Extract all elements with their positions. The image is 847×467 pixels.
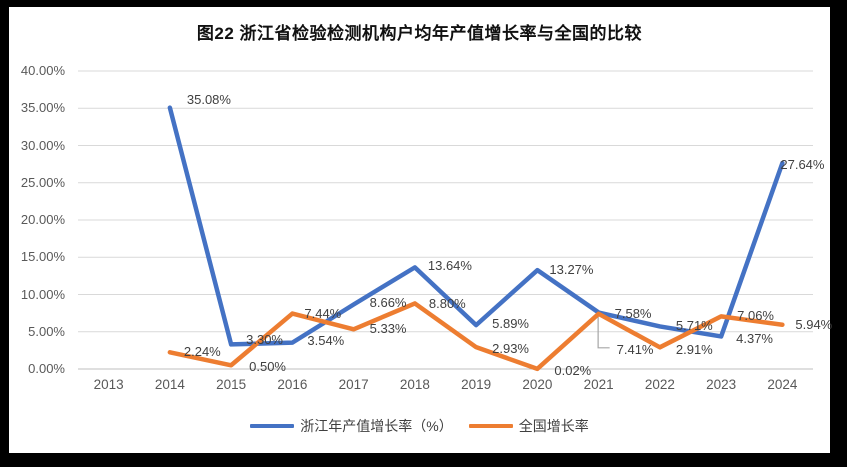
data-label: 5.71%	[675, 318, 713, 334]
x-axis-tick-label: 2021	[583, 377, 614, 392]
legend-label-national: 全国增长率	[518, 418, 589, 434]
y-axis-tick-label: 40.00%	[20, 63, 65, 78]
data-label: 5.89%	[492, 316, 529, 332]
data-label: 7.06%	[737, 308, 774, 324]
data-label: 2.93%	[492, 341, 529, 357]
data-label: 4.37%	[736, 331, 773, 347]
data-label: 2.24%	[183, 344, 221, 360]
data-label: 0.50%	[249, 359, 286, 375]
y-axis-tick-label: 0.00%	[28, 361, 65, 376]
y-axis-tick-label: 15.00%	[20, 249, 65, 265]
legend-line-swatch-orange	[468, 424, 513, 428]
series-line-0	[167, 105, 785, 347]
data-label: 7.44%	[304, 305, 342, 321]
data-label: 5.94%	[795, 316, 833, 332]
y-axis-tick-label: 20.00%	[20, 212, 65, 227]
x-axis-tick-label: 2017	[338, 377, 369, 392]
data-label: 8.66%	[369, 295, 407, 311]
x-axis-tick-label: 2022	[644, 377, 675, 392]
series-line-1	[167, 301, 785, 372]
data-label: 7.41%	[616, 341, 654, 357]
data-label: 2.91%	[675, 342, 713, 358]
data-label: 5.33%	[369, 321, 407, 337]
x-axis-tick-label: 2015	[216, 377, 247, 392]
x-axis-tick-label: 2014	[154, 377, 185, 392]
x-axis-tick-label: 2013	[93, 377, 124, 392]
data-label: 8.80%	[428, 296, 466, 312]
data-label: 0.02%	[554, 362, 592, 378]
chart-canvas: 图22 浙江省检验检测机构户均年产值增长率与全国的比较 0.00% 5.00% 10…	[9, 7, 833, 453]
x-axis-tick-label: 2023	[706, 377, 737, 392]
line-chart-plot	[78, 70, 813, 372]
y-axis-tick-label: 10.00%	[20, 286, 65, 302]
x-axis-tick-label: 2020	[522, 377, 553, 392]
legend-label-zhejiang: 浙江年产值增长率（%）	[300, 418, 453, 434]
y-axis-tick-label: 25.00%	[20, 174, 65, 190]
data-label: 27.64%	[780, 157, 825, 173]
chart-title: 图22 浙江省检验检测机构户均年产值增长率与全国的比较	[196, 24, 643, 43]
y-axis-tick-label: 35.00%	[20, 100, 65, 116]
data-label-leader-line	[597, 316, 610, 349]
legend-item-zhejiang: 浙江年产值增长率（%）	[250, 416, 453, 436]
y-axis-tick-label: 30.00%	[20, 137, 65, 153]
x-axis-tick-label: 2024	[767, 377, 798, 392]
data-label: 13.27%	[549, 262, 594, 278]
x-axis-tick-label: 2016	[277, 377, 308, 392]
x-axis-tick-label: 2019	[461, 377, 492, 392]
legend: 浙江年产值增长率（%） 全国增长率	[9, 416, 830, 436]
legend-item-national: 全国增长率	[468, 416, 589, 436]
x-axis-tick-label: 2018	[399, 377, 430, 392]
data-label: 3.30%	[246, 332, 283, 348]
y-axis-tick-label: 5.00%	[28, 323, 65, 339]
legend-line-swatch-blue	[250, 424, 295, 428]
data-label: 3.54%	[307, 332, 345, 348]
data-label: 35.08%	[186, 91, 231, 107]
data-label: 13.64%	[427, 258, 472, 274]
data-label: 7.58%	[614, 305, 652, 321]
